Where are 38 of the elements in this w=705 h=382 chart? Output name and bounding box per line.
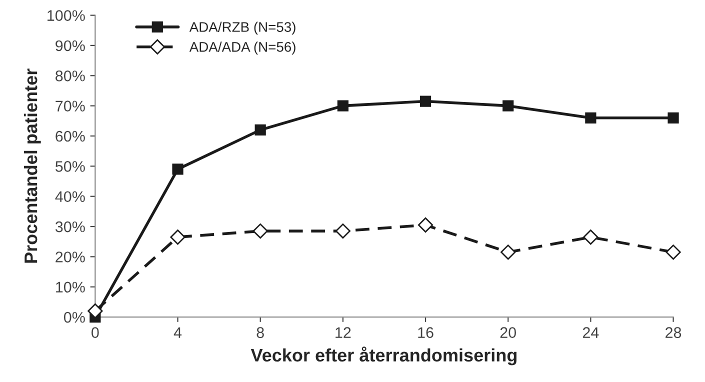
x-tick-label: 28 bbox=[666, 327, 682, 338]
y-tick-label: 90% bbox=[56, 40, 85, 52]
point bbox=[668, 112, 679, 124]
x-axis-title: Veckor efter återrandomisering bbox=[250, 346, 516, 366]
x-tick-label: 8 bbox=[256, 327, 264, 338]
x-tick-label: 24 bbox=[582, 327, 599, 338]
point bbox=[254, 124, 266, 136]
x-tick-label: 12 bbox=[336, 327, 351, 338]
point bbox=[252, 223, 268, 239]
x-tick-label: 20 bbox=[500, 327, 516, 338]
point bbox=[418, 217, 434, 233]
x-tick-label: 16 bbox=[418, 327, 434, 338]
point bbox=[502, 100, 514, 112]
y-tick-label: 50% bbox=[55, 161, 85, 172]
point bbox=[583, 230, 598, 245]
legend-label: ADA/ADA (N=56) bbox=[189, 42, 296, 55]
point bbox=[88, 303, 103, 319]
point bbox=[666, 244, 681, 260]
y-tick-label: 20% bbox=[56, 252, 85, 262]
point bbox=[420, 96, 432, 107]
y-tick-label: 80% bbox=[56, 70, 85, 82]
y-tick-label: 60% bbox=[56, 130, 85, 142]
y-tick-label: 30% bbox=[55, 221, 85, 232]
legend-label: ADA/RZB (N=53) bbox=[189, 22, 296, 35]
y-tick-label: 0% bbox=[64, 312, 85, 323]
point bbox=[337, 100, 348, 112]
point bbox=[335, 223, 350, 239]
y-tick-label: 100% bbox=[48, 10, 85, 21]
y-axis-title: Procentandel patienter bbox=[24, 68, 41, 263]
x-tick-label: 0 bbox=[92, 327, 99, 338]
y-tick-label: 10% bbox=[56, 282, 85, 293]
x-tick-label: 4 bbox=[174, 327, 182, 338]
point bbox=[500, 244, 516, 260]
point bbox=[172, 164, 184, 175]
point bbox=[170, 230, 186, 245]
y-tick-label: 70% bbox=[56, 100, 85, 112]
point bbox=[585, 112, 596, 124]
y-tick-label: 40% bbox=[55, 191, 85, 202]
